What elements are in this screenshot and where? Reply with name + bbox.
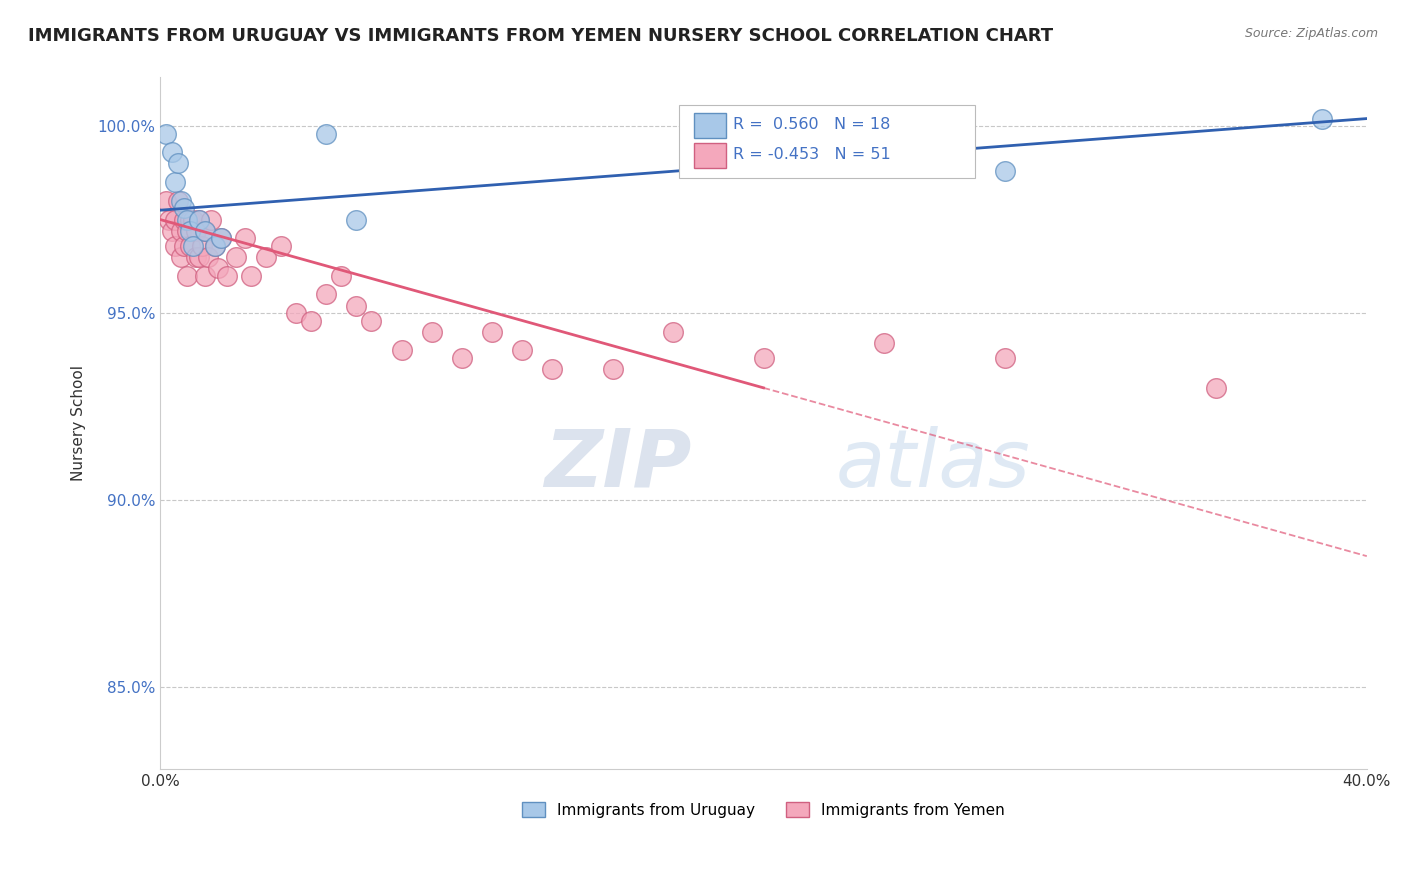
FancyBboxPatch shape	[679, 105, 974, 178]
Text: R =  0.560   N = 18: R = 0.560 N = 18	[734, 117, 891, 132]
Point	[239, 268, 262, 283]
Point	[254, 250, 277, 264]
FancyBboxPatch shape	[693, 144, 725, 168]
Point	[994, 164, 1017, 178]
Point	[173, 202, 195, 216]
Point	[200, 212, 222, 227]
Point	[994, 351, 1017, 365]
FancyBboxPatch shape	[693, 113, 725, 138]
Point	[167, 194, 190, 208]
Point	[194, 224, 217, 238]
Point	[188, 212, 211, 227]
Point	[170, 250, 193, 264]
Legend: Immigrants from Uruguay, Immigrants from Yemen: Immigrants from Uruguay, Immigrants from…	[516, 796, 1011, 824]
Point	[194, 224, 217, 238]
Point	[176, 268, 198, 283]
Point	[179, 238, 201, 252]
Point	[176, 212, 198, 227]
Point	[197, 250, 219, 264]
Point	[162, 145, 184, 160]
Point	[391, 343, 413, 358]
Point	[167, 156, 190, 170]
Point	[233, 231, 256, 245]
Point	[186, 224, 208, 238]
Point	[204, 238, 226, 252]
Point	[209, 231, 232, 245]
Point	[207, 261, 229, 276]
Point	[541, 362, 564, 376]
Point	[209, 231, 232, 245]
Point	[188, 212, 211, 227]
Point	[510, 343, 533, 358]
Point	[315, 287, 337, 301]
Point	[162, 224, 184, 238]
Y-axis label: Nursery School: Nursery School	[72, 366, 86, 482]
Point	[299, 313, 322, 327]
Point	[284, 306, 307, 320]
Point	[481, 325, 503, 339]
Point	[934, 127, 956, 141]
Point	[1205, 381, 1227, 395]
Point	[186, 250, 208, 264]
Point	[270, 238, 292, 252]
Point	[204, 238, 226, 252]
Point	[360, 313, 382, 327]
Point	[420, 325, 443, 339]
Point	[183, 212, 205, 227]
Point	[176, 224, 198, 238]
Text: R = -0.453   N = 51: R = -0.453 N = 51	[734, 147, 891, 161]
Point	[157, 212, 180, 227]
Point	[450, 351, 472, 365]
Point	[344, 212, 367, 227]
Point	[179, 224, 201, 238]
Point	[225, 250, 247, 264]
Point	[1310, 112, 1333, 126]
Point	[191, 238, 214, 252]
Point	[165, 175, 187, 189]
Text: ZIP: ZIP	[544, 425, 692, 504]
Point	[170, 224, 193, 238]
Point	[662, 325, 685, 339]
Text: Source: ZipAtlas.com: Source: ZipAtlas.com	[1244, 27, 1378, 40]
Point	[188, 250, 211, 264]
Text: atlas: atlas	[837, 425, 1031, 504]
Point	[215, 268, 238, 283]
Point	[344, 299, 367, 313]
Point	[752, 351, 775, 365]
Point	[170, 194, 193, 208]
Point	[173, 238, 195, 252]
Point	[183, 238, 205, 252]
Text: IMMIGRANTS FROM URUGUAY VS IMMIGRANTS FROM YEMEN NURSERY SCHOOL CORRELATION CHAR: IMMIGRANTS FROM URUGUAY VS IMMIGRANTS FR…	[28, 27, 1053, 45]
Point	[173, 212, 195, 227]
Point	[165, 212, 187, 227]
Point	[165, 238, 187, 252]
Point	[602, 362, 624, 376]
Point	[155, 194, 177, 208]
Point	[155, 127, 177, 141]
Point	[194, 268, 217, 283]
Point	[315, 127, 337, 141]
Point	[330, 268, 353, 283]
Point	[873, 335, 896, 350]
Point	[179, 212, 201, 227]
